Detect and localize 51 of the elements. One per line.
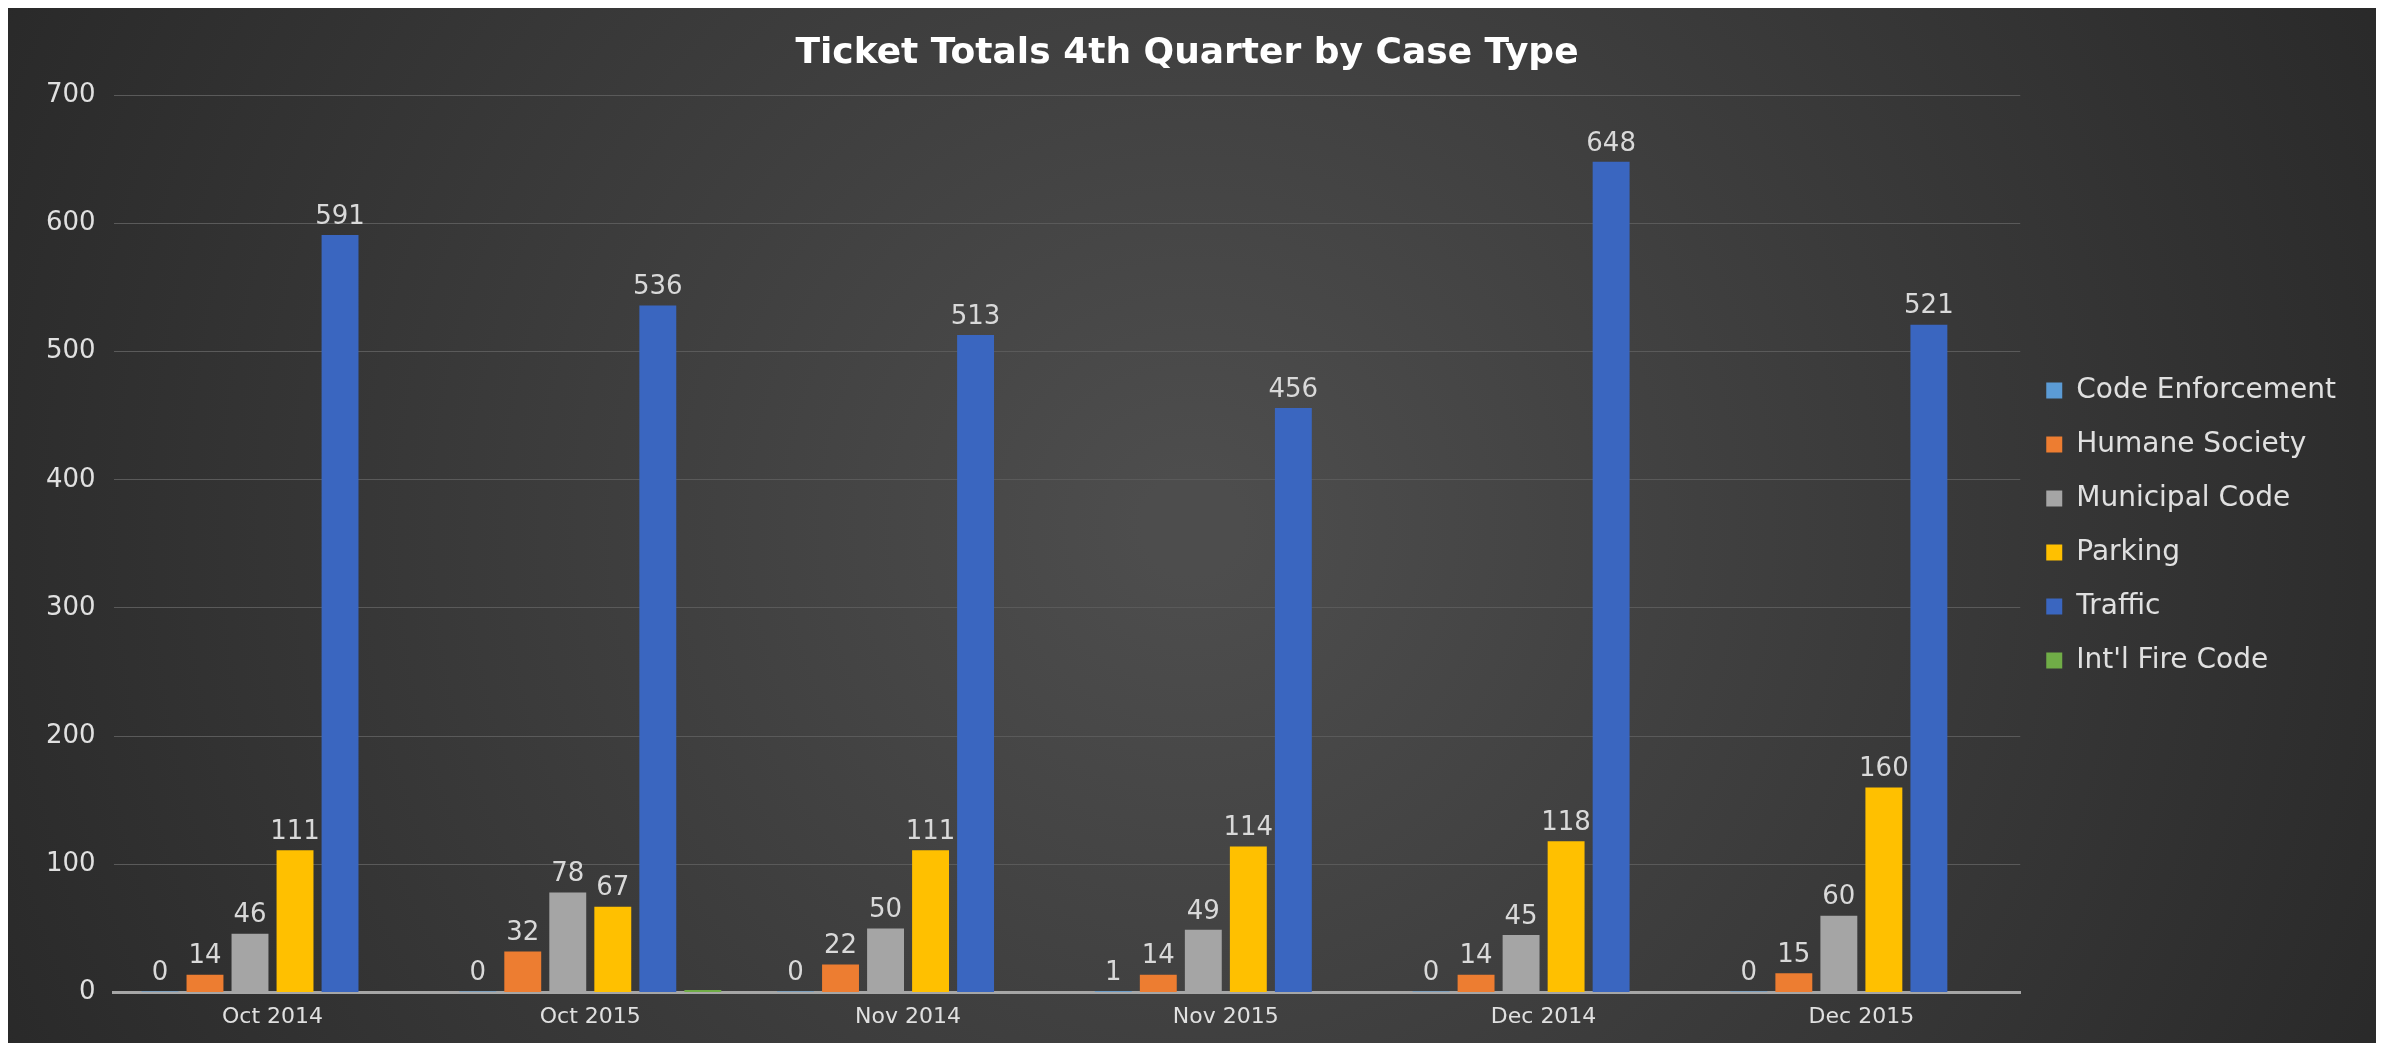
data-label: 49 [1186,894,1220,925]
data-label: 111 [270,815,320,846]
data-label: 67 [596,871,630,902]
data-label: 0 [1740,956,1758,987]
data-label: 111 [905,815,956,846]
y-tick-label: 0 [79,975,96,1006]
data-label: 0 [469,956,487,987]
legend-label: Municipal Code [2076,479,2291,513]
data-label: 0 [787,956,804,987]
x-tick-label: Oct 2015 [539,1002,641,1028]
x-tick-label: Nov 2014 [855,1002,962,1028]
data-label: 15 [1777,938,1811,969]
legend-label: Int'l Fire Code [2076,641,2269,675]
y-tick-label: 500 [45,334,96,365]
legend-label: Parking [2076,533,2181,567]
data-label: 14 [188,939,222,970]
data-label: 591 [315,199,365,230]
data-label: 60 [1822,880,1856,911]
data-label: 1 [1105,956,1122,987]
legend-label: Traffic [2075,587,2161,621]
legend-label: Code Enforcement [2076,371,2337,405]
y-tick-label: 200 [45,718,96,749]
data-label: 0 [151,956,169,987]
y-tick-label: 400 [45,462,96,493]
data-label: 22 [823,929,858,960]
chart-title: Ticket Totals 4th Quarter by Case Type [795,29,1579,71]
data-label: 50 [869,893,903,924]
data-label: 14 [1141,939,1175,970]
data-label: 536 [632,270,683,301]
y-tick-label: 100 [45,847,96,878]
x-tick-label: Dec 2015 [1808,1002,1915,1028]
x-tick-label: Nov 2015 [1172,1002,1279,1028]
data-label: 513 [950,299,1001,330]
data-label: 45 [1504,899,1538,930]
y-tick-label: 700 [45,77,96,108]
y-tick-label: 600 [45,206,96,237]
data-label: 648 [1586,126,1636,157]
x-tick-label: Dec 2014 [1490,1002,1597,1028]
x-tick-label: Oct 2014 [222,1002,324,1028]
data-label: 78 [551,857,585,888]
data-label: 14 [1459,939,1493,970]
y-tick-label: 300 [45,590,96,621]
data-label: 456 [1268,372,1319,403]
data-label: 160 [1859,752,1909,783]
legend-label: Humane Society [2076,425,2307,459]
data-label: 118 [1541,806,1591,837]
data-label: 114 [1223,811,1274,842]
data-label: 32 [506,916,540,947]
data-label: 0 [1422,956,1440,987]
data-label: 521 [1904,289,1954,320]
data-label: 46 [233,898,267,929]
